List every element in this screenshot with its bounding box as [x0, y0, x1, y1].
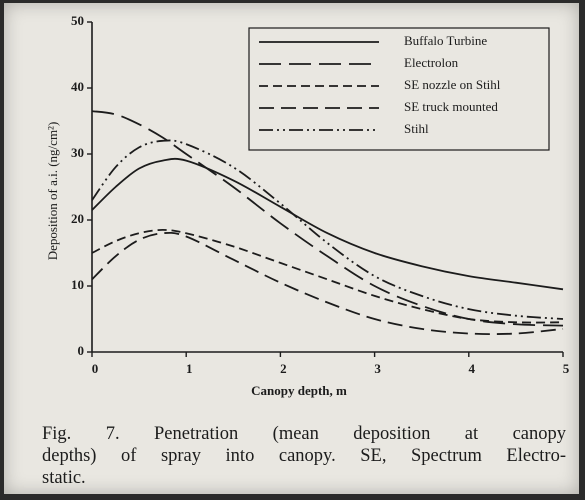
series-line [91, 231, 564, 335]
legend-label: SE nozzle on Stihl [404, 77, 501, 92]
y-tick-label: 10 [71, 277, 84, 292]
legend-label: Stihl [404, 121, 429, 136]
x-tick-label: 2 [280, 361, 287, 376]
chart: Canopy depth, m Deposition of a.i. (ng/c… [45, 13, 570, 398]
figure-frame: Canopy depth, m Deposition of a.i. (ng/c… [4, 3, 579, 494]
legend-label: Buffalo Turbine [404, 33, 487, 48]
legend-label: SE truck mounted [404, 99, 498, 114]
y-axis-label: Deposition of a.i. (ng/cm²) [45, 122, 60, 261]
series-line [91, 157, 564, 291]
caption-line: depths) of spray into canopy. SE, Spectr… [42, 446, 566, 466]
caption: Fig. 7. Penetration (mean deposition at … [42, 423, 566, 489]
y-tick-label: 50 [71, 13, 84, 28]
series-line [91, 110, 564, 327]
x-tick-label: 3 [374, 361, 381, 376]
legend-label: Electrolon [404, 55, 459, 70]
y-tick-label: 40 [71, 79, 84, 94]
y-tick-label: 30 [71, 145, 84, 160]
y-tick-label: 20 [71, 211, 84, 226]
caption-line: Fig. 7. Penetration (mean deposition at … [42, 424, 566, 444]
y-tick-label: 0 [78, 343, 85, 358]
caption-line: static. [42, 468, 86, 488]
x-axis-label: Canopy depth, m [251, 383, 347, 398]
x-tick-label: 5 [563, 361, 570, 376]
series-line [91, 139, 564, 320]
x-tick-label: 4 [469, 361, 476, 376]
legend-box [248, 27, 550, 151]
x-tick-label: 1 [186, 361, 193, 376]
series-line [91, 228, 564, 324]
x-tick-label: 0 [92, 361, 99, 376]
